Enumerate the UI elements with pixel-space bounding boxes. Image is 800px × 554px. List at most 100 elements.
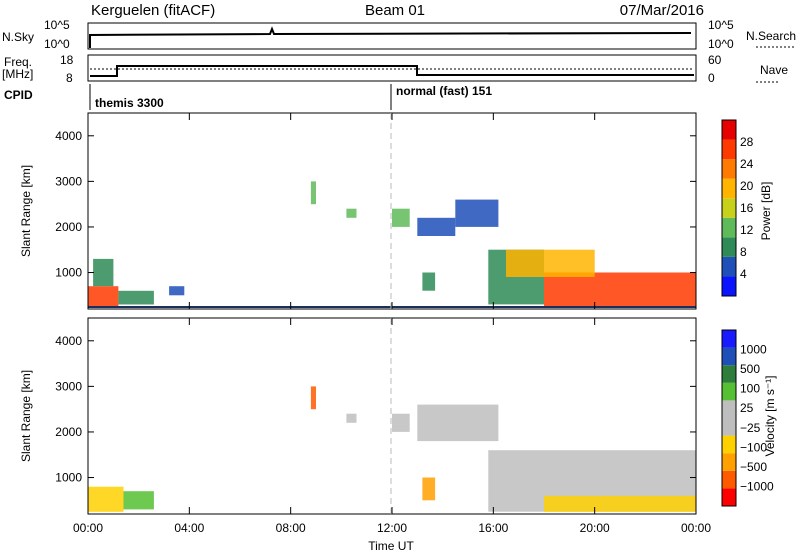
velocity-ytick-label-0: 1000 <box>55 471 82 485</box>
velocity-colorbar-tick-4: −25 <box>740 421 761 435</box>
date-title: 07/Mar/2016 <box>620 2 704 19</box>
freq-trace <box>90 65 694 77</box>
power-ytick-label-3: 4000 <box>55 129 82 143</box>
xtick-label-0: 00:00 <box>73 521 103 535</box>
cpid-label: CPID <box>4 88 33 102</box>
power-colorbar-tick-4: 12 <box>740 223 754 237</box>
power-colorbar-bin-6 <box>722 159 736 179</box>
power-colorbar-bin-5 <box>722 178 736 199</box>
velocity-ytick-label-1: 2000 <box>55 425 82 439</box>
power-colorbar-tick-6: 4 <box>740 267 747 281</box>
freq-tick-bottom: 8 <box>66 71 73 85</box>
power-colorbar-tick-3: 16 <box>740 201 754 215</box>
velocity-colorbar-bin-0 <box>722 488 736 506</box>
velocity-colorbar-tick-5: −100 <box>740 440 767 454</box>
power-patch-7 <box>417 217 456 236</box>
nsearch-tick-top: 10^5 <box>708 18 734 32</box>
power-yticks: 1000 2000 3000 4000 <box>55 129 696 280</box>
velocity-colorbar-frame <box>721 329 737 507</box>
power-patch-5 <box>346 208 357 218</box>
nave-tick-top: 60 <box>708 53 722 67</box>
power-colorbar-bin-4 <box>722 198 736 218</box>
velocity-ytick-label-3: 4000 <box>55 334 82 348</box>
power-colorbar-tick-1: 24 <box>740 157 754 171</box>
velocity-colorbar-bin-5 <box>722 400 736 418</box>
power-colorbar: 28 24 20 16 12 8 4 <box>721 119 754 297</box>
velocity-patch-4 <box>392 413 410 432</box>
station-title: Kerguelen (fitACF) <box>91 2 215 19</box>
power-colorbar-bin-0 <box>722 276 736 296</box>
velocity-patch-0 <box>88 486 124 512</box>
velocity-colorbar-bin-1 <box>722 470 736 489</box>
power-data <box>88 181 696 308</box>
velocity-colorbar-bin-2 <box>722 453 736 471</box>
xtick-label-3: 12:00 <box>377 521 407 535</box>
power-ytick-label-0: 1000 <box>55 266 82 280</box>
nsky-trace <box>89 26 691 48</box>
velocity-patch-5 <box>417 404 499 442</box>
cpid-mode-1: normal (fast) 151 <box>396 84 492 98</box>
power-patch-9 <box>422 272 436 291</box>
power-colorbar-tick-0: 28 <box>740 135 754 149</box>
power-xticks <box>87 113 697 309</box>
nsearch-tick-bottom: 10^0 <box>708 37 734 51</box>
velocity-patch-1 <box>123 491 154 510</box>
nsky-tick-bottom: 10^0 <box>44 37 70 51</box>
power-colorbar-bin-7 <box>722 139 736 160</box>
power-patch-0 <box>88 286 119 307</box>
velocity-colorbar-tick-2: 100 <box>740 382 760 396</box>
freq-tick-top: 18 <box>60 53 74 67</box>
nsky-panel <box>87 22 697 50</box>
velocity-colorbar-bin-9 <box>722 330 736 348</box>
power-colorbar-bin-1 <box>722 256 736 277</box>
velocity-colorbar-tick-7: −1000 <box>740 479 774 493</box>
nsky-tick-top: 10^5 <box>44 18 70 32</box>
velocity-colorbar-tick-6: −500 <box>740 460 767 474</box>
xtick-label-6: 00:00 <box>681 521 711 535</box>
velocity-colorbar-tick-1: 500 <box>740 362 760 376</box>
power-colorbar-tick-5: 8 <box>740 245 747 259</box>
time-xlabel: Time UT <box>368 539 414 553</box>
cpid-mode-0: themis 3300 <box>95 96 164 110</box>
velocity-patch-8 <box>544 495 696 512</box>
velocity-colorbar-tick-3: 25 <box>740 401 754 415</box>
xtick-label-4: 16:00 <box>478 521 508 535</box>
velocity-ytick-label-2: 3000 <box>55 379 82 393</box>
power-colorbar-bin-2 <box>722 237 736 257</box>
velocity-xticks: 00:00 04:00 08:00 12:00 16:00 20:00 00:00 <box>73 318 711 535</box>
velocity-colorbar-bin-7 <box>722 365 736 383</box>
nsearch-label: N.Search <box>746 29 796 43</box>
power-patch-8 <box>455 199 499 227</box>
velocity-patch-6 <box>422 477 436 501</box>
xtick-label-5: 20:00 <box>580 521 610 535</box>
velocity-colorbar-bin-4 <box>722 418 736 436</box>
nave-tick-bottom: 0 <box>708 71 715 85</box>
velocity-colorbar-tick-0: 1000 <box>740 343 767 357</box>
beam-title: Beam 01 <box>365 2 425 19</box>
velocity-patch-3 <box>346 413 357 423</box>
freq-label-1: Freq. <box>4 55 32 69</box>
velocity-ylabel: Slant Range [km] <box>19 370 33 462</box>
freq-panel <box>87 54 697 82</box>
power-colorbar-bin-8 <box>722 120 736 140</box>
power-colorbar-tick-2: 20 <box>740 179 754 193</box>
power-patch-6 <box>392 208 410 227</box>
power-patch-12 <box>506 249 595 277</box>
xtick-label-2: 08:00 <box>276 521 306 535</box>
freq-label-2: [MHz] <box>2 67 33 81</box>
nsky-label: N.Sky <box>2 30 34 44</box>
velocity-patch-2 <box>310 386 316 410</box>
power-patch-3 <box>169 286 185 296</box>
nave-label: Nave <box>760 63 788 77</box>
power-colorbar-label: Power [dB] <box>759 182 773 241</box>
velocity-colorbar-bin-3 <box>722 435 736 454</box>
power-patch-1 <box>93 258 114 287</box>
power-patch-2 <box>118 290 154 305</box>
velocity-colorbar: 1000 500 100 25 −25 −100 −500 −1000 <box>721 329 774 507</box>
power-patch-11 <box>544 272 696 307</box>
velocity-yticks: 1000 2000 3000 4000 <box>55 334 696 485</box>
power-colorbar-bin-3 <box>722 217 736 238</box>
xtick-label-1: 04:00 <box>174 521 204 535</box>
power-ylabel: Slant Range [km] <box>19 165 33 257</box>
